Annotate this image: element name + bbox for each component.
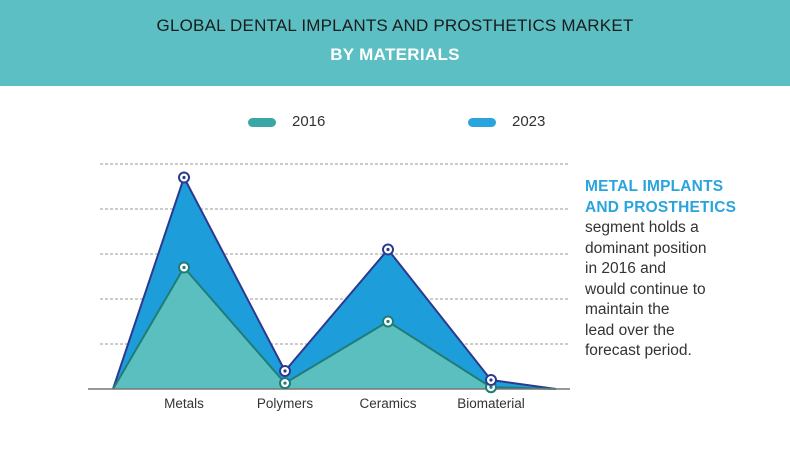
- x-tick-label: Polymers: [257, 396, 314, 411]
- data-point-center-2016: [386, 319, 390, 324]
- annotation-body-line: dominant position: [585, 239, 707, 257]
- annotation-body-line: segment holds a: [585, 219, 699, 236]
- annotation-title-line2: AND PROSTHETICS: [585, 199, 737, 216]
- series-line-2023: [112, 176, 557, 390]
- data-point-center-2023: [283, 369, 287, 373]
- data-point-center-2016: [182, 265, 186, 270]
- data-point-center-2023: [386, 247, 390, 252]
- annotation-body-line: forecast period.: [585, 342, 692, 359]
- data-point-center-2023: [182, 175, 186, 180]
- legend-label-2016: 2016: [292, 113, 326, 130]
- title-banner: GLOBAL DENTAL IMPLANTS AND PROSTHETICS M…: [0, 0, 790, 86]
- annotation-body: segment holds a dominant position in 201…: [585, 218, 785, 362]
- series-line-2016: [112, 266, 557, 390]
- legend-label-2023: 2023: [512, 113, 546, 130]
- data-point-center-2016: [489, 385, 493, 389]
- chart-subtitle: BY MATERIALS: [330, 45, 460, 64]
- annotation-body-line: lead over the: [585, 321, 675, 339]
- x-tick-label: Metals: [164, 396, 204, 411]
- legend-swatch-2016: [248, 118, 276, 127]
- annotation-body-line: in 2016 and: [585, 260, 667, 277]
- x-tick-label: Ceramics: [359, 396, 416, 411]
- annotation-callout: METAL IMPLANTS AND PROSTHETICS segment h…: [585, 176, 785, 362]
- legend-swatch-2023: [468, 118, 496, 127]
- annotation-title-line1: METAL IMPLANTS: [585, 178, 724, 195]
- data-point-center-2023: [489, 378, 493, 382]
- data-point-center-2016: [283, 381, 287, 385]
- annotation-body-line: would continue to: [585, 280, 706, 298]
- annotation-body-line: maintain the: [585, 301, 670, 318]
- chart-title: GLOBAL DENTAL IMPLANTS AND PROSTHETICS M…: [156, 16, 634, 35]
- x-tick-label: Biomaterial: [457, 396, 525, 411]
